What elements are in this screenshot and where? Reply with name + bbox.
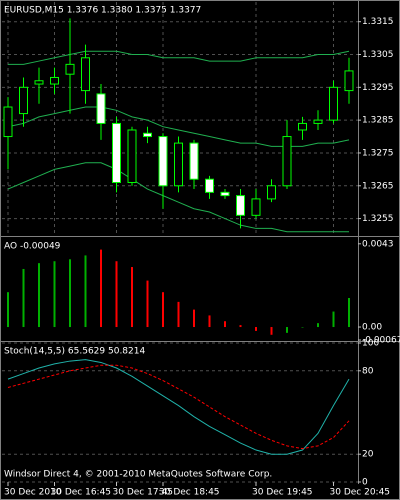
- y-tick-label: 20: [362, 450, 374, 460]
- candle-body: [344, 70, 354, 92]
- x-tick-label: 30 Dec 16:45: [51, 488, 112, 498]
- candle-body: [127, 129, 137, 183]
- y-tick-label: 1.3295: [362, 83, 394, 93]
- x-tick-label: 30 Dec 2010: [4, 488, 62, 498]
- pane-title: AO -0.00049: [4, 242, 61, 252]
- y-tick-label: 1.3255: [362, 214, 394, 224]
- histogram-bar: [255, 327, 257, 331]
- y-tick-label: 0.00: [362, 323, 382, 333]
- histogram-bar: [286, 327, 288, 333]
- histogram-bar: [239, 325, 242, 328]
- candle-body: [50, 76, 59, 85]
- histogram-bar: [301, 327, 304, 328]
- y-tick-label: 1.3285: [362, 116, 394, 126]
- histogram-bar: [84, 255, 87, 328]
- histogram-bar: [38, 263, 40, 328]
- y-tick-label: 1.3275: [362, 148, 394, 158]
- y-tick-label: 100: [362, 339, 379, 349]
- y-tick-label: 1.3315: [362, 17, 394, 27]
- candle-body: [174, 142, 183, 187]
- stoch-line: [7, 364, 350, 450]
- band-line: [7, 162, 349, 233]
- histogram-bar: [22, 268, 25, 328]
- band-line: [8, 50, 350, 65]
- histogram-bar: [208, 315, 211, 328]
- candle-body: [236, 195, 245, 216]
- histogram-bar: [162, 292, 164, 328]
- candle-body: [329, 86, 338, 121]
- histogram-bar: [177, 301, 180, 328]
- candle-body: [220, 191, 230, 197]
- y-tick-label: 0.0043: [362, 239, 394, 249]
- x-tick-label: 30 Dec 18:45: [159, 488, 220, 498]
- histogram-bar: [270, 327, 273, 335]
- candle-body: [19, 86, 28, 115]
- candle-body: [313, 119, 323, 124]
- y-tick-label: 80: [362, 366, 374, 376]
- histogram-bar: [69, 259, 71, 328]
- y-tick-label: 1.3265: [362, 181, 394, 191]
- histogram-bar: [332, 311, 335, 328]
- copyright-note: Windsor Direct 4, © 2001-2010 MetaQuotes…: [4, 470, 272, 480]
- candle-body: [158, 136, 168, 187]
- candle-body: [267, 185, 276, 200]
- band-line: [7, 106, 350, 147]
- histogram-bar: [131, 267, 133, 328]
- histogram-bar: [115, 261, 118, 328]
- candle-body: [81, 57, 90, 92]
- candle-body: [189, 142, 199, 180]
- candle-body: [205, 178, 214, 193]
- candle-body: [34, 80, 44, 85]
- pane-title: EURUSD,M15 1.3376 1.3380 1.3375 1.3377: [4, 6, 201, 16]
- candle-body: [282, 136, 292, 187]
- histogram-bar: [53, 261, 56, 328]
- y-tick-label: 1.3305: [362, 50, 394, 60]
- histogram-bar: [224, 321, 226, 328]
- pane-title: Stoch(14,5,5) 65.5629 50.8214: [4, 347, 145, 357]
- y-tick-label: 0: [362, 478, 368, 488]
- x-tick-label: 30 Dec 17:45: [113, 488, 174, 498]
- candle-body: [96, 93, 106, 124]
- candle-body: [143, 132, 152, 138]
- candle-body: [3, 106, 13, 138]
- histogram-bar: [7, 292, 9, 328]
- x-tick-label: 30 Dec 20:45: [330, 488, 391, 498]
- histogram-bar: [146, 280, 149, 328]
- histogram-bar: [348, 298, 350, 328]
- stoch-line: [7, 359, 350, 455]
- histogram-bar: [100, 249, 102, 328]
- candle-body: [251, 198, 261, 216]
- candle-body: [65, 63, 75, 75]
- histogram-bar: [193, 309, 195, 328]
- histogram-bar: [317, 323, 319, 328]
- y-tick-label: -0.00067: [362, 336, 400, 346]
- candle-body: [298, 122, 307, 131]
- candle-body: [112, 122, 121, 183]
- x-tick-label: 30 Dec 19:45: [252, 488, 313, 498]
